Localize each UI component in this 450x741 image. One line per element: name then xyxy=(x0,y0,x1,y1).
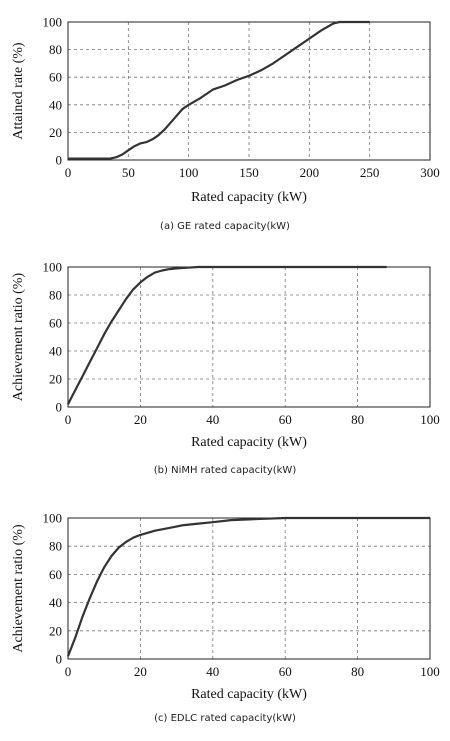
chart-panel-ge: 0 50 100 150 200 250 300 0 20 40 60 80 100 Rated capa… xyxy=(0,0,450,245)
x-tick-label: 80 xyxy=(351,664,364,679)
y-tick-label: 40 xyxy=(49,344,62,359)
x-tick-label: 100 xyxy=(179,165,199,180)
x-tick-label: 250 xyxy=(360,165,380,180)
y-axis-title: Achievement ratio (%) xyxy=(11,273,26,402)
y-tick-label: 60 xyxy=(49,70,62,85)
x-axis-title: Rated capacity (kW) xyxy=(191,435,307,450)
y-tick-label: 80 xyxy=(49,42,62,57)
x-tick-label: 50 xyxy=(122,165,135,180)
y-tick-label: 20 xyxy=(49,623,62,638)
y-tick-label: 0 xyxy=(56,652,63,667)
x-tick-label: 0 xyxy=(65,412,72,427)
x-axis-title: Rated capacity (kW) xyxy=(191,687,307,702)
series-line xyxy=(67,265,387,405)
y-tick-label: 60 xyxy=(49,316,62,331)
y-tick-label: 40 xyxy=(49,595,62,610)
plot-frame xyxy=(67,21,431,161)
x-tick-label: 100 xyxy=(420,412,440,427)
y-tick-label: 60 xyxy=(49,567,62,582)
y-tick-label: 100 xyxy=(43,15,63,30)
x-tick-label: 150 xyxy=(239,165,259,180)
x-tick-label: 200 xyxy=(300,165,320,180)
x-tick-label: 40 xyxy=(206,664,219,679)
x-tick-label: 300 xyxy=(420,165,440,180)
plot-frame xyxy=(67,266,431,408)
chart-panel-nimh: 0 20 40 60 80 100 0 20 40 60 80 100 Rated capacity (… xyxy=(0,247,450,492)
chart-caption: (a) GE rated capacity(kW) xyxy=(160,221,290,232)
x-tick-label: 80 xyxy=(351,412,364,427)
y-tick-label: 80 xyxy=(49,288,62,303)
y-tick-label: 20 xyxy=(49,372,62,387)
series-line xyxy=(68,20,370,160)
y-tick-label: 20 xyxy=(49,125,62,140)
chart-svg-nimh: 0 20 40 60 80 100 0 20 40 60 80 100 Rated capacity (… xyxy=(11,260,440,451)
x-tick-label: 60 xyxy=(279,664,292,679)
x-tick-label: 20 xyxy=(134,412,147,427)
y-tick-label: 80 xyxy=(49,539,62,554)
y-tick-label: 100 xyxy=(43,260,63,275)
x-tick-label: 0 xyxy=(65,664,72,679)
chart-svg-ge: 0 50 100 150 200 250 300 0 20 40 60 80 100 Rated capa… xyxy=(11,15,440,206)
x-tick-label: 20 xyxy=(134,664,147,679)
chart-panel-edlc: 0 20 40 60 80 100 0 20 40 60 80 100 Rated capacity (… xyxy=(0,494,450,741)
chart-caption: (b) NiMH rated capacity(kW) xyxy=(153,465,297,476)
x-tick-label: 60 xyxy=(279,412,292,427)
x-tick-label: 40 xyxy=(206,412,219,427)
y-tick-label: 0 xyxy=(56,400,63,415)
plot-frame xyxy=(67,517,431,660)
y-tick-label: 100 xyxy=(43,511,63,526)
y-tick-label: 0 xyxy=(56,153,63,168)
y-axis-title: Attained rate (%) xyxy=(11,42,26,140)
chart-caption: (c) EDLC rated capacity(kW) xyxy=(154,713,296,724)
x-axis-title: Rated capacity (kW) xyxy=(191,190,307,205)
series-line xyxy=(66,516,430,657)
y-axis-title: Achievement ratio (%) xyxy=(11,524,26,653)
y-tick-label: 40 xyxy=(49,97,62,112)
x-tick-label: 0 xyxy=(65,165,72,180)
x-tick-label: 100 xyxy=(420,664,440,679)
chart-svg-edlc: 0 20 40 60 80 100 0 20 40 60 80 100 Rated capacity (… xyxy=(11,511,440,703)
